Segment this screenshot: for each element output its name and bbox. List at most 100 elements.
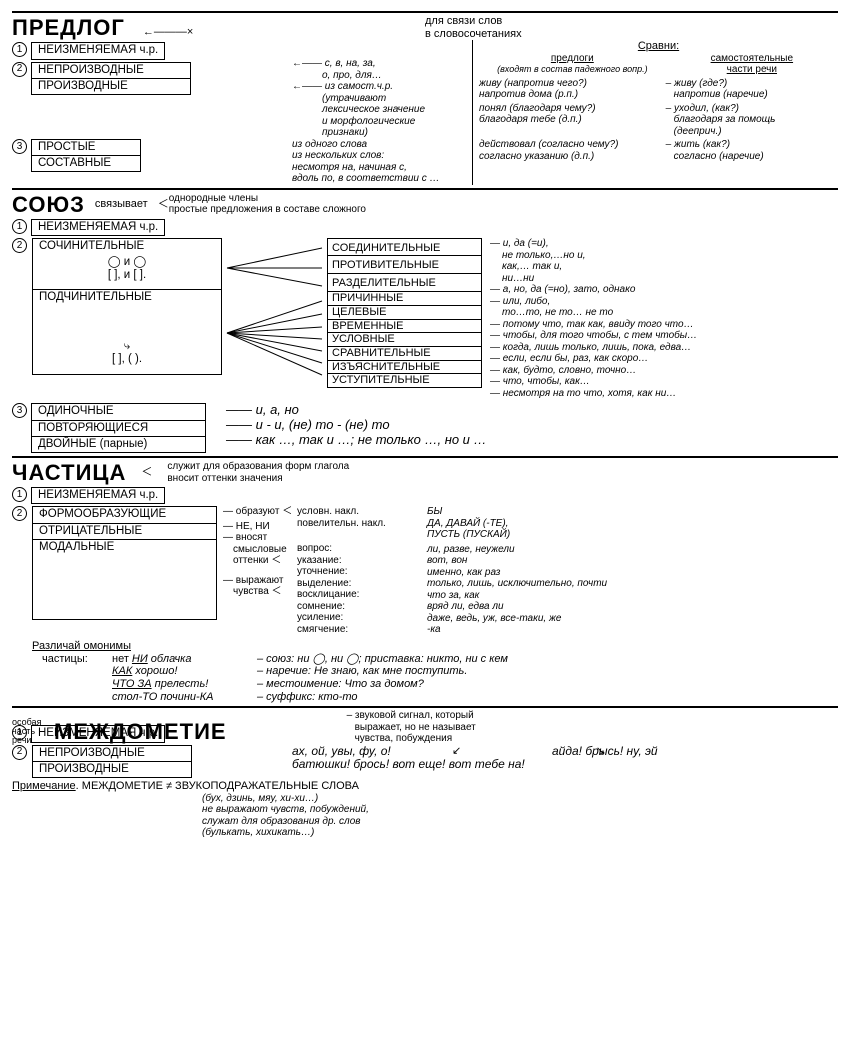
c3r: – жить (как?) — [666, 139, 838, 151]
compare-title: Сравни: — [479, 40, 838, 53]
ch-form: образуют — [236, 506, 280, 517]
m-top3: чувства, побуждения — [347, 733, 476, 745]
ch-item1: НЕИЗМЕНЯЕМАЯ ч.р. — [31, 487, 165, 504]
predlog-topnote2: в словосочетаниях — [425, 28, 838, 41]
t5: ЦЕЛЕВЫЕ — [327, 306, 482, 320]
nL4: (булькать, хихикать…) — [202, 827, 838, 839]
compH3: части речи — [666, 64, 838, 76]
podch: [ ], ( ). — [39, 353, 215, 366]
pr-ex2b5: признаки) — [292, 127, 472, 139]
pr-ex2b2: (утрачивают — [292, 93, 472, 105]
f2r: ДА, ДАВАЙ (-ТЕ), — [427, 518, 838, 530]
t9: ИЗЪЯСНИТЕЛЬНЫЕ — [327, 361, 482, 375]
f1r: БЫ — [427, 506, 838, 518]
ch-mod1c: оттенки — [233, 555, 268, 566]
compH1n: (входят в состав падежного вопр.) — [479, 64, 666, 74]
e1c: как,… так и, — [490, 261, 838, 273]
pr-ex2a: с, в, на, за, — [325, 58, 376, 69]
e3b: то…то, не то… не то — [490, 307, 838, 319]
predlog-item1: НЕИЗМЕНЯЕМАЯ ч.р. — [31, 42, 165, 59]
ch-mod2: выражают — [236, 575, 284, 586]
pr-ex2a2: о, про, для… — [292, 70, 472, 82]
t4: ПРИЧИННЫЕ — [327, 292, 482, 306]
e9: что, чтобы, как… — [503, 376, 590, 387]
m-top1: – звуковой сигнал, который — [347, 710, 476, 722]
s3b: ПОВТОРЯЮЩИЕСЯ — [31, 421, 206, 437]
t7: УСЛОВНЫЕ — [327, 333, 482, 347]
pr-ex3b: из нескольких слов: — [292, 150, 384, 161]
m-ex1r: айда! брысь! ну, эй — [552, 745, 658, 759]
q2: указание: — [297, 555, 427, 567]
q3r: именно, как раз — [427, 567, 838, 579]
c1r: – живу (где?) — [666, 78, 838, 90]
pr-ex3b2: несмотря на, начиная с, — [292, 162, 472, 174]
e3a: или, либо, — [503, 296, 551, 307]
c2r3: (дееприч.) — [666, 126, 838, 138]
soyuz-item1: НЕИЗМЕНЯЕМАЯ ч.р. — [31, 219, 165, 236]
soyuz-item2a: СОЧИНИТЕЛЬНЫЕ — [39, 240, 215, 253]
m-ex2: батюшки! брось! вот еще! вот тебе на! — [292, 758, 838, 772]
section-soyuz: СОЮЗ связывает ＜ однородные члены просты… — [12, 188, 838, 453]
ch-2b: ОТРИЦАТЕЛЬНЫЕ — [32, 524, 217, 540]
title-predlog: ПРЕДЛОГ — [12, 15, 125, 40]
q5: восклицание: — [297, 589, 427, 601]
h3r: – местоимение: Что за домом? — [257, 678, 838, 691]
c2r: – уходил, (как?) — [666, 103, 838, 115]
soch2: [ ], и [ ]. — [39, 269, 215, 282]
s3c: ДВОЙНЫЕ (парные) — [31, 437, 206, 453]
q4r: только, лишь, исключительно, почти — [427, 578, 838, 590]
soch1: ◯ и ◯ — [39, 254, 215, 269]
m-2a: НЕПРОИЗВОДНЫЕ — [32, 745, 192, 762]
e2: а, но, да (=но), зато, однако — [503, 284, 636, 295]
e8: как, будто, словно, точно… — [503, 365, 636, 376]
q5r: что за, как — [427, 590, 838, 602]
nL1: (бух, дзинь, мяу, хи-хи…) — [202, 793, 838, 805]
compH2: самостоятельные — [666, 53, 838, 65]
ch-top1: служит для образования форм глагола — [167, 461, 349, 473]
nL2: не выражают чувств, побуждений, — [202, 804, 838, 816]
q7r: даже, ведь, уж, все-таки, же — [427, 613, 838, 625]
h1r: – союз: ни ◯, ни ◯; приставка: никто, ни… — [257, 653, 838, 666]
ch-mod2b: чувства — [233, 586, 269, 597]
title-soyuz: СОЮЗ — [12, 192, 85, 217]
e10: несмотря на то что, хотя, как ни… — [503, 388, 676, 399]
q8r: -ка — [427, 624, 838, 636]
c3l2: согласно указанию (д.п.) — [479, 151, 666, 163]
q2r: вот, вон — [427, 555, 838, 567]
h2r: – наречие: Не знаю, как мне поступить. — [257, 665, 838, 678]
pr-ex3b3: вдоль по, в соответствии с … — [292, 173, 472, 185]
h3t: прелесть! — [155, 678, 209, 690]
pr-ex3a: из одного слова — [292, 139, 367, 150]
m-noteText: . МЕЖДОМЕТИЕ ≠ ЗВУКОПОДРАЖАТЕЛЬНЫЕ СЛОВА — [76, 780, 359, 792]
ch-2c: МОДАЛЬНЫЕ — [32, 540, 217, 620]
e6: когда, лишь только, лишь, пока, едва… — [503, 342, 691, 353]
h4t: стол-ТО почини-КА — [112, 691, 214, 703]
t2: ПРОТИВИТЕЛЬНЫЕ — [327, 256, 482, 274]
s3ea: и, а, но — [256, 402, 299, 417]
h2t: хорошо! — [135, 665, 177, 677]
e7: если, если бы, раз, как скоро… — [503, 353, 648, 364]
pr-ex2b3: лексическое значение — [292, 104, 472, 116]
pr-ex2b4: и морфологические — [292, 116, 472, 128]
title-chastica: ЧАСТИЦА — [12, 460, 126, 485]
homTitle: Различай омонимы — [32, 640, 838, 653]
predlog-item2a: НЕПРОИЗВОДНЫЕ — [31, 62, 191, 79]
f2r2: ПУСТЬ (ПУСКАЙ) — [427, 529, 838, 541]
e1a: и, да (=и), — [503, 238, 549, 249]
ch-mod1: вносят — [236, 532, 267, 543]
q1r: ли, разве, неужели — [427, 544, 838, 556]
t6: ВРЕМЕННЫЕ — [327, 320, 482, 334]
m-2b: ПРОИЗВОДНЫЕ — [32, 762, 192, 778]
section-predlog: ПРЕДЛОГ ←———× для связи слов в словосоче… — [12, 11, 838, 185]
m-item1: НЕИЗМЕНЯЕМАЯ ч.р. — [31, 725, 165, 742]
c1l: живу (напротив чего?) — [479, 78, 666, 90]
homSub: частицы: — [32, 653, 112, 704]
predlog-item3a: ПРОСТЫЕ — [31, 139, 141, 156]
t8: СРАВНИТЕЛЬНЫЕ — [327, 347, 482, 361]
q4: выделение: — [297, 578, 427, 590]
soyuz-top1: однородные члены — [169, 193, 366, 205]
nL3: служат для образования др. слов — [202, 816, 838, 828]
pr-ex2b: из самост.ч.р. — [325, 81, 393, 92]
predlog-topnote1: для связи слов — [425, 15, 838, 28]
c2l2: благодаря тебе (д.п.) — [479, 114, 666, 126]
